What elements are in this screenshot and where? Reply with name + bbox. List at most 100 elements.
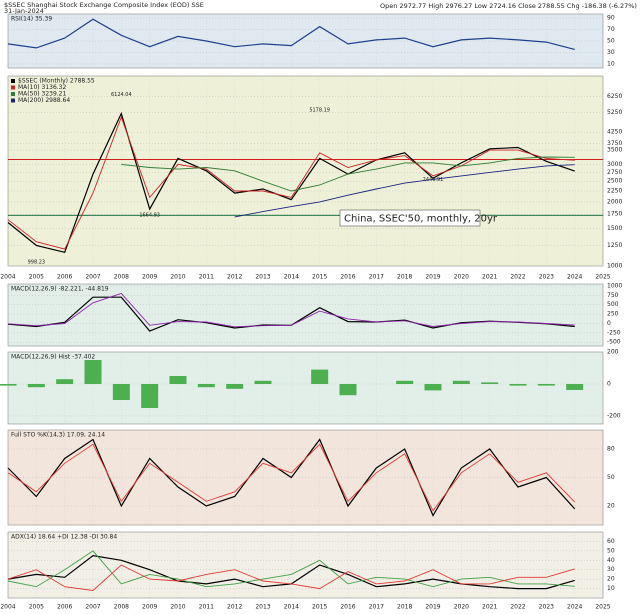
x-tick-label: 2023 — [539, 274, 554, 281]
y-tick-label: 70 — [607, 26, 615, 33]
y-tick-label: 2750 — [607, 169, 622, 176]
panel-title: Full STO %K(14,3) 17.09, 24.14 — [11, 432, 105, 439]
x-tick-label: 2025 — [595, 274, 610, 281]
y-tick-label: 2500 — [607, 178, 622, 185]
histogram-bar — [27, 384, 45, 388]
x-tick-label: 2005 — [29, 604, 44, 611]
series-line — [7, 550, 575, 588]
y-tick-label: -500 — [607, 339, 621, 346]
legend-label: MA(200) 2988.64 — [18, 97, 70, 104]
y-tick-label: 20 — [607, 503, 615, 510]
panel-background — [7, 351, 604, 425]
annotation: China, SSEC'50, monthly, 20yr — [344, 214, 498, 225]
x-tick-label: 2015 — [312, 274, 327, 281]
histogram-bar — [509, 384, 527, 386]
series-line — [7, 443, 576, 512]
legend-label: $SSEC (Monthly) 2788.55 — [18, 78, 95, 85]
x-tick-label: 2013 — [255, 604, 270, 611]
x-tick-label: 2021 — [482, 604, 497, 611]
y-tick-label: 1500 — [607, 225, 622, 232]
panel-background — [7, 75, 604, 267]
histogram-bar — [56, 379, 74, 384]
x-tick-label: 2018 — [397, 274, 412, 281]
x-tick-label: 2016 — [340, 604, 355, 611]
histogram-bar — [339, 384, 357, 396]
x-tick-label: 2004 — [0, 604, 15, 611]
series-line — [7, 564, 575, 591]
y-tick-label: 1000 — [607, 282, 622, 289]
series-line — [7, 438, 576, 517]
histogram-bar — [311, 369, 329, 384]
y-tick-label: 6250 — [607, 93, 622, 100]
y-tick-label: 0 — [607, 320, 611, 327]
price-label: 1664.93 — [139, 212, 160, 218]
y-tick-label: -200 — [607, 413, 621, 420]
price-label: 2440.91 — [423, 177, 444, 183]
y-tick-label: 200 — [607, 349, 619, 356]
histogram-bar — [84, 360, 102, 384]
x-tick-label: 2013 — [255, 274, 270, 281]
y-tick-label: 1000 — [607, 263, 622, 270]
header-title: $SSEC Shanghai Stock Exchange Composite … — [4, 1, 204, 9]
panel-background — [7, 531, 604, 599]
x-tick-label: 2014 — [284, 604, 299, 611]
histogram-bar — [452, 380, 470, 384]
histogram-bar — [254, 380, 272, 384]
series-line — [7, 292, 575, 328]
x-tick-label: 2005 — [29, 274, 44, 281]
x-tick-label: 2016 — [340, 274, 355, 281]
legend-swatch — [11, 79, 15, 83]
panel-title: MACD(12,26,9) -82.221, -44.819 — [11, 286, 109, 293]
series-line — [121, 156, 575, 192]
price-label: 998.23 — [28, 260, 46, 266]
histogram-bar — [481, 382, 499, 384]
x-tick-label: 2008 — [114, 274, 129, 281]
y-tick-label: 60 — [607, 538, 615, 545]
x-tick-label: 2025 — [595, 604, 610, 611]
series-line — [7, 111, 575, 254]
annotation-box — [339, 209, 481, 227]
histogram-bar — [226, 384, 244, 389]
y-tick-label: 3000 — [607, 161, 622, 168]
y-tick-label: 80 — [607, 446, 615, 453]
x-tick-label: 2011 — [199, 274, 214, 281]
x-tick-label: 2014 — [284, 274, 299, 281]
histogram-bar — [396, 380, 414, 384]
y-tick-label: 50 — [607, 474, 615, 481]
price-label: 6124.04 — [111, 92, 132, 98]
legend-swatch — [11, 98, 15, 103]
x-tick-label: 2010 — [170, 604, 185, 611]
y-tick-label: 10 — [607, 585, 615, 592]
histogram-bar — [169, 376, 187, 384]
histogram-bar — [0, 384, 17, 386]
y-tick-label: 2250 — [607, 187, 622, 194]
y-tick-label: 4250 — [607, 129, 622, 136]
y-tick-label: 1750 — [607, 211, 622, 218]
x-tick-label: 2022 — [510, 604, 525, 611]
series-line — [7, 18, 575, 50]
x-tick-label: 2007 — [85, 274, 100, 281]
histogram-bar — [197, 384, 215, 388]
y-tick-label: 10 — [607, 60, 615, 67]
y-tick-label: 50 — [607, 547, 615, 554]
y-tick-label: 750 — [607, 292, 619, 299]
y-tick-label: 5250 — [607, 109, 622, 116]
series-line — [234, 164, 575, 218]
legend-label: MA(10) 3136.32 — [18, 84, 66, 91]
x-tick-label: 2009 — [142, 604, 157, 611]
histogram-bar — [424, 384, 442, 391]
price-label: 5178.19 — [309, 107, 330, 113]
y-tick-label: 3750 — [607, 140, 622, 147]
panel-title: ADX(14) 18.64 +DI 12.38 -DI 30.84 — [11, 534, 117, 541]
x-tick-label: 2017 — [369, 604, 384, 611]
y-tick-label: 90 — [607, 15, 615, 22]
y-tick-label: 50 — [607, 38, 615, 45]
header-date: 31-Jan-2024 — [4, 7, 44, 15]
y-tick-label: 2000 — [607, 198, 622, 205]
x-tick-label: 2006 — [57, 604, 72, 611]
x-tick-label: 2024 — [567, 604, 582, 611]
x-tick-label: 2024 — [567, 274, 582, 281]
y-tick-label: 3500 — [607, 147, 622, 154]
x-tick-label: 2018 — [397, 604, 412, 611]
